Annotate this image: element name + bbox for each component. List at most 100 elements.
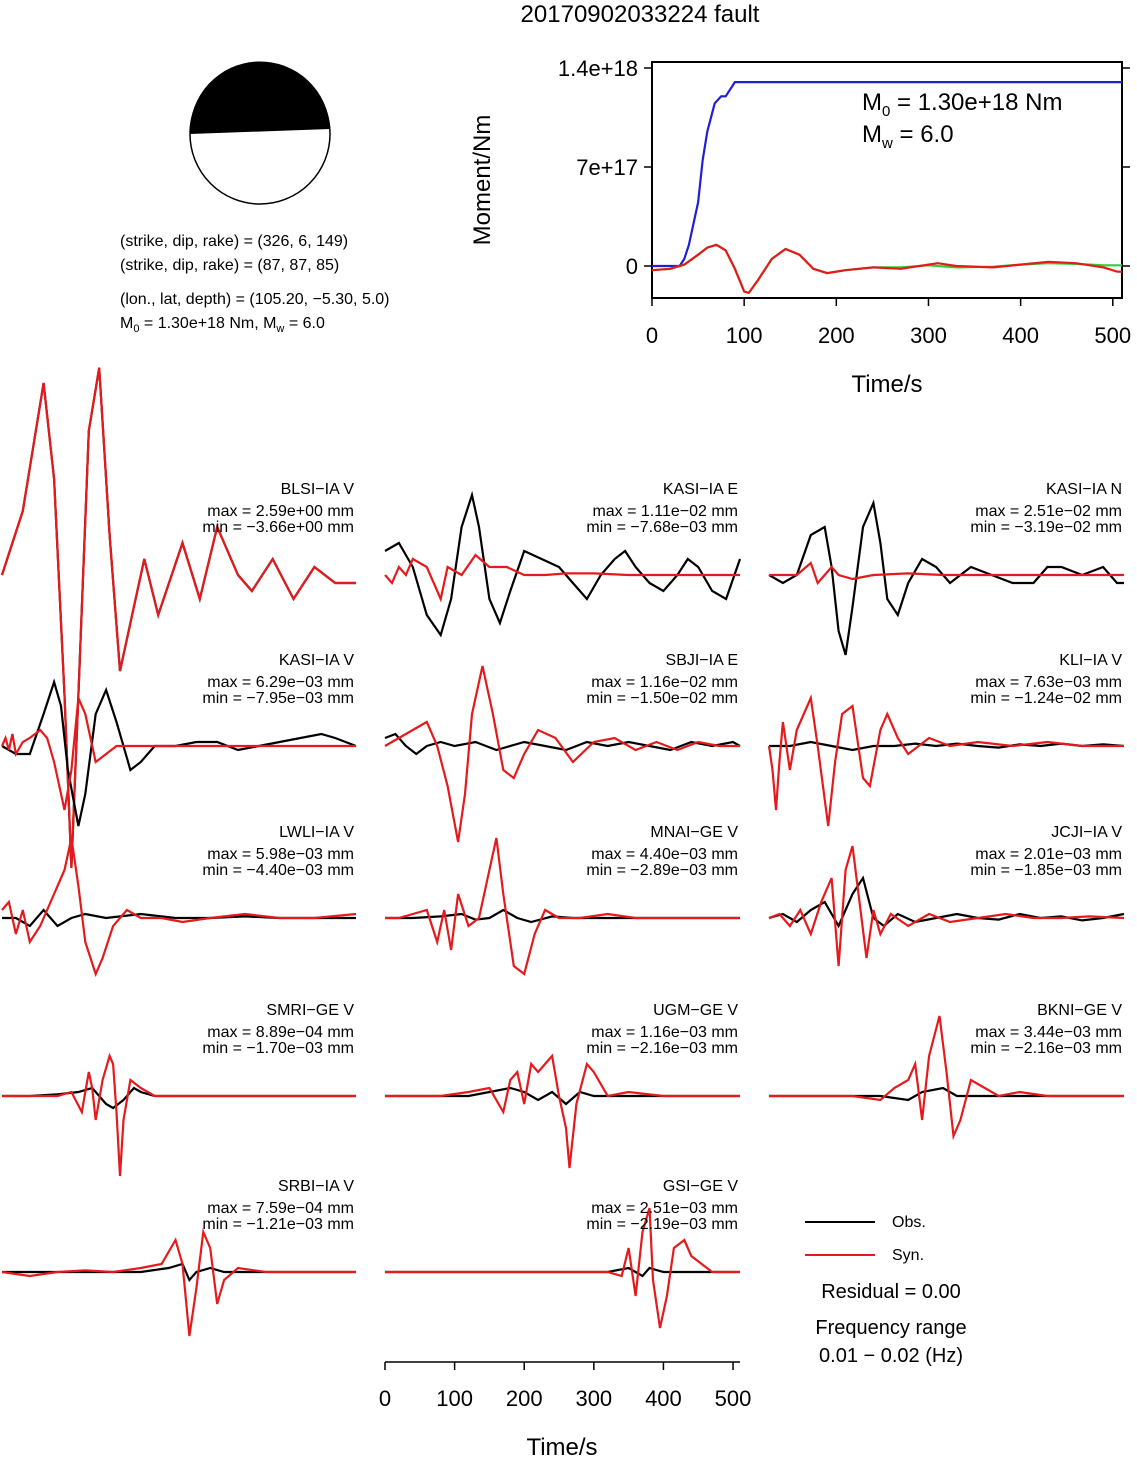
station-name: SRBI−IA V <box>278 1178 354 1195</box>
moment-m0-letter: M <box>862 89 882 116</box>
station-max: max = 2.01e−03 mm <box>975 846 1122 863</box>
station-name: MNAI−GE V <box>650 824 738 841</box>
synthetic-trace <box>2 1052 356 1177</box>
focal-info-m0-rest: = 1.30e+18 Nm, M <box>139 315 276 332</box>
moment-m0-label: M0 = 1.30e+18 Nm <box>862 89 1062 120</box>
station-min: min = −1.85e−03 mm <box>970 862 1122 879</box>
moment-axes: 0 100 200 300 400 500 0 7e+17 1.4e+18 <box>558 56 1131 348</box>
waveform-x-tick-label: 400 <box>645 1386 682 1411</box>
synthetic-trace <box>768 845 1125 967</box>
station-max: max = 2.59e+00 mm <box>207 503 354 520</box>
synthetic-trace <box>384 553 740 603</box>
waveform-x-tick-label: 300 <box>575 1386 612 1411</box>
moment-series-cumulative <box>652 81 1122 268</box>
station-max: max = 3.44e−03 mm <box>975 1024 1122 1041</box>
synthetic-trace <box>1 837 357 978</box>
station-max: max = 5.98e−03 mm <box>207 846 354 863</box>
moment-y-tick-label: 7e+17 <box>576 155 638 180</box>
station-min: min = −2.16e−03 mm <box>586 1040 738 1057</box>
station-min: min = −1.70e−03 mm <box>202 1040 354 1057</box>
station-max: max = 2.51e−02 mm <box>975 503 1122 520</box>
moment-chart-frame <box>651 61 1123 299</box>
station-min: min = −3.19e−02 mm <box>970 519 1122 536</box>
moment-y-tick-label: 0 <box>626 254 638 279</box>
station-name: JCJI−IA V <box>1051 824 1122 841</box>
focal-info-line2: (strike, dip, rake) = (87, 87, 85) <box>120 257 339 274</box>
observed-trace <box>385 908 740 924</box>
station-min: min = −1.50e−02 mm <box>586 690 738 707</box>
synthetic-trace <box>0 367 356 868</box>
moment-series-group <box>651 81 1122 295</box>
waveform-x-tick-label: 0 <box>379 1386 391 1411</box>
focal-info-m0-prefix: M <box>120 315 133 332</box>
station-name: SMRI−GE V <box>266 1002 354 1019</box>
station-max: max = 6.29e−03 mm <box>207 674 354 691</box>
moment-mw-label: Mw = 6.0 <box>862 121 954 152</box>
moment-mw-value: = 6.0 <box>893 121 954 148</box>
station-min: min = −7.95e−03 mm <box>202 690 354 707</box>
station-name: KASI−IA E <box>663 481 738 498</box>
observed-trace <box>1 678 357 827</box>
focal-info-moment: M0 = 1.30e+18 Nm, Mw = 6.0 <box>120 315 325 335</box>
station-name: KASI−IA N <box>1046 481 1122 498</box>
focal-info-line1: (strike, dip, rake) = (326, 6, 149) <box>120 233 348 250</box>
focal-info-line3: (lon., lat, depth) = (105.20, −5.30, 5.0… <box>120 291 390 308</box>
observed-trace <box>769 740 1125 752</box>
station-max: max = 4.40e−03 mm <box>591 846 738 863</box>
moment-series-rate_red <box>651 243 1122 295</box>
waveform-x-axis-label: Time/s <box>526 1434 597 1458</box>
station-name: BKNI−GE V <box>1037 1002 1122 1019</box>
station-min: min = −4.40e−03 mm <box>202 862 354 879</box>
station-name: BLSI−IA V <box>281 481 355 498</box>
synthetic-trace <box>0 697 356 811</box>
station-min: min = −3.66e+00 mm <box>202 519 354 536</box>
waveform-time-axis: 0 100 200 300 400 500 <box>379 1361 751 1411</box>
moment-x-tick-label: 100 <box>726 323 763 348</box>
moment-x-tick-label: 400 <box>1002 323 1039 348</box>
frequency-range-value: 0.01 − 0.02 (Hz) <box>819 1345 963 1367</box>
moment-x-tick-label: 500 <box>1094 323 1131 348</box>
station-name: UGM−GE V <box>653 1002 738 1019</box>
observed-trace <box>769 1086 1124 1102</box>
moment-m0-value: = 1.30e+18 Nm <box>890 89 1062 116</box>
moment-y-axis-label: Moment/Nm <box>469 115 496 246</box>
station-name: KASI−IA V <box>279 652 354 669</box>
synthetic-trace <box>385 837 740 976</box>
moment-mw-letter: M <box>862 121 882 148</box>
focal-info-mw-sub: w <box>275 323 284 335</box>
moment-m0-sub: 0 <box>882 103 890 120</box>
station-name: LWLI−IA V <box>279 824 354 841</box>
synthetic-trace <box>385 1207 740 1329</box>
observed-trace <box>0 367 356 868</box>
legend-syn-label: Syn. <box>892 1247 924 1264</box>
legend-obs-label: Obs. <box>892 1214 926 1231</box>
station-max: max = 1.11e−02 mm <box>592 503 738 520</box>
station-min: min = −1.24e−02 mm <box>970 690 1122 707</box>
moment-x-axis-label: Time/s <box>851 371 922 398</box>
station-min: min = −2.19e−03 mm <box>586 1216 738 1233</box>
observed-trace <box>384 490 742 638</box>
station-max: max = 2.51e−03 mm <box>591 1200 738 1217</box>
station-min: min = −2.16e−03 mm <box>970 1040 1122 1057</box>
station-name: GSI−GE V <box>663 1178 738 1195</box>
waveform-x-tick-label: 200 <box>506 1386 543 1411</box>
residual-text: Residual = 0.00 <box>821 1281 961 1303</box>
focal-info-m0-sub: 0 <box>133 323 139 335</box>
station-max: max = 8.89e−04 mm <box>207 1024 354 1041</box>
synthetic-trace <box>1 1227 356 1337</box>
station-name: SBJI−IA E <box>666 652 738 669</box>
legend: Obs. Syn. Residual = 0.00 Frequency rang… <box>805 1214 967 1367</box>
station-min: min = −1.21e−03 mm <box>202 1216 354 1233</box>
